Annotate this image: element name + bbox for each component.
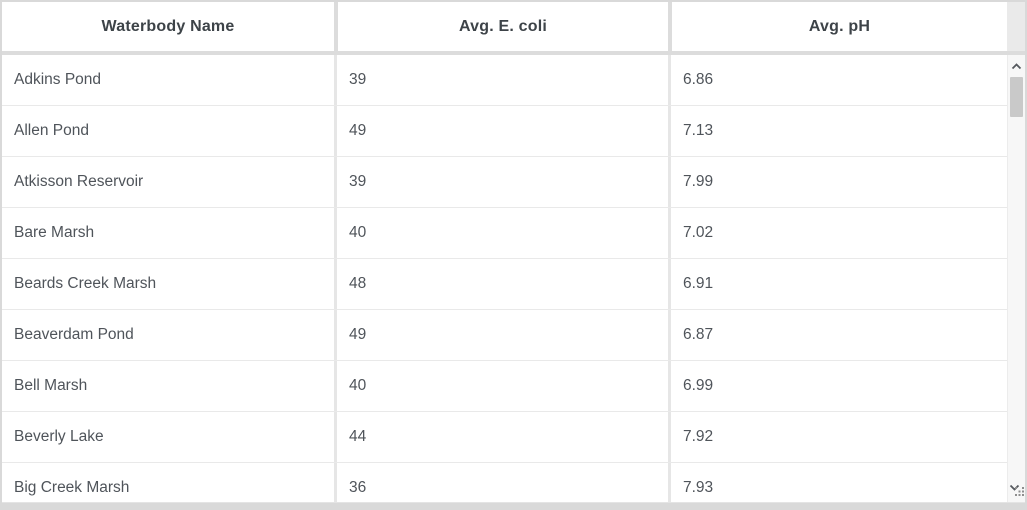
cell-avg-ecoli: 39: [334, 55, 668, 105]
table-header-row: Waterbody Name Avg. E. coli Avg. pH: [2, 2, 1025, 55]
column-header-waterbody-name[interactable]: Waterbody Name: [101, 17, 235, 35]
cell-avg-ph: 7.13: [668, 106, 1007, 156]
cell-waterbody-name: Adkins Pond: [14, 71, 102, 88]
cell-waterbody-name: Bell Marsh: [14, 377, 88, 394]
table-row[interactable]: Allen Pond 49 7.13: [2, 106, 1007, 157]
cell-avg-ecoli: 36: [334, 463, 668, 502]
chevron-up-icon: [1011, 62, 1022, 70]
scroll-up-button[interactable]: [1008, 57, 1025, 75]
column-header-avg-ecoli[interactable]: Avg. E. coli: [334, 2, 668, 51]
cell-avg-ecoli: 40: [334, 208, 668, 258]
cell-avg-ph: 6.87: [668, 310, 1007, 360]
cell-avg-ph: 6.99: [668, 361, 1007, 411]
cell-avg-ph: 7.92: [668, 412, 1007, 462]
cell-waterbody-name: Beverly Lake: [14, 428, 104, 445]
cell-waterbody-name: Beards Creek Marsh: [14, 275, 157, 292]
scrollbar-header-gutter: [1007, 2, 1025, 51]
table-rows-container: Adkins Pond 39 6.86 Allen Pond 49 7.13 A…: [2, 55, 1007, 502]
column-header-avg-ph[interactable]: Avg. pH: [668, 2, 1007, 51]
cell-avg-ecoli: 49: [334, 310, 668, 360]
cell-avg-ph: 7.99: [668, 157, 1007, 207]
table-row[interactable]: Atkisson Reservoir 39 7.99: [2, 157, 1007, 208]
table-row[interactable]: Beaverdam Pond 49 6.87: [2, 310, 1007, 361]
cell-avg-ph: 6.91: [668, 259, 1007, 309]
vertical-scrollbar[interactable]: [1007, 55, 1025, 502]
chevron-down-icon: [1009, 484, 1020, 491]
cell-avg-ph: 7.93: [668, 463, 1007, 502]
table-row[interactable]: Beards Creek Marsh 48 6.91: [2, 259, 1007, 310]
cell-avg-ph: 6.86: [668, 55, 1007, 105]
horizontal-scrollbar-track[interactable]: [2, 502, 1025, 510]
cell-waterbody-name: Atkisson Reservoir: [14, 173, 144, 190]
cell-waterbody-name: Allen Pond: [14, 122, 89, 139]
cell-waterbody-name: Big Creek Marsh: [14, 479, 130, 496]
table-body: Adkins Pond 39 6.86 Allen Pond 49 7.13 A…: [2, 55, 1025, 502]
table-row[interactable]: Beverly Lake 44 7.92: [2, 412, 1007, 463]
scroll-down-button[interactable]: [1008, 478, 1025, 496]
table-row[interactable]: Big Creek Marsh 36 7.93: [2, 463, 1007, 502]
cell-avg-ph: 7.02: [668, 208, 1007, 258]
cell-avg-ecoli: 48: [334, 259, 668, 309]
cell-avg-ecoli: 44: [334, 412, 668, 462]
scrollbar-thumb[interactable]: [1010, 77, 1023, 117]
cell-avg-ecoli: 49: [334, 106, 668, 156]
cell-avg-ecoli: 40: [334, 361, 668, 411]
cell-waterbody-name: Beaverdam Pond: [14, 326, 134, 343]
cell-waterbody-name: Bare Marsh: [14, 224, 95, 241]
table-row[interactable]: Bell Marsh 40 6.99: [2, 361, 1007, 412]
table-row[interactable]: Adkins Pond 39 6.86: [2, 55, 1007, 106]
resize-grip-icon[interactable]: [1015, 487, 1024, 496]
table-row[interactable]: Bare Marsh 40 7.02: [2, 208, 1007, 259]
cell-avg-ecoli: 39: [334, 157, 668, 207]
